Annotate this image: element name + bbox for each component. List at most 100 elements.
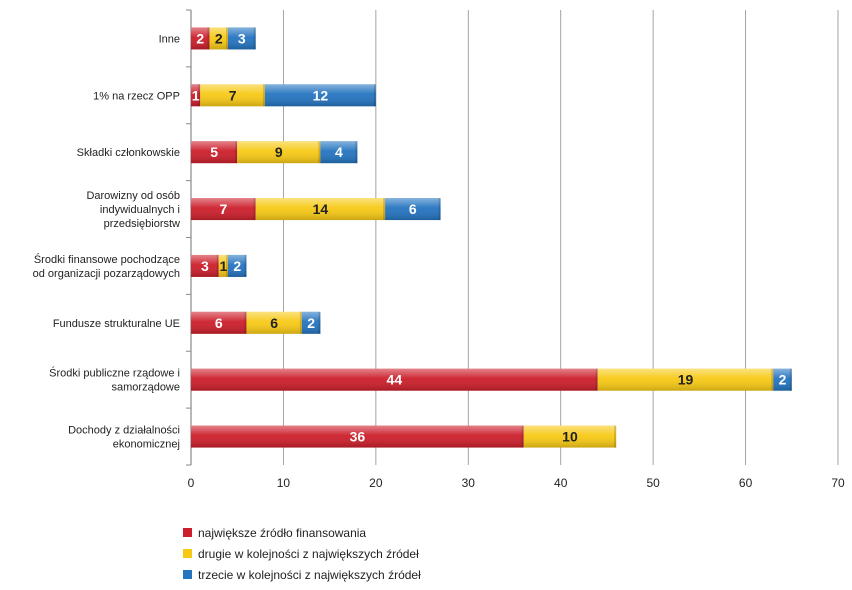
bar-segment: 2 — [209, 27, 228, 50]
value-label: 3 — [201, 258, 209, 274]
bar-edge — [244, 254, 247, 277]
bar-edge — [253, 27, 256, 50]
bar-segment: 9 — [237, 141, 321, 164]
x-tick-label: 60 — [739, 476, 753, 490]
bar-segment: 6 — [385, 198, 441, 221]
value-label: 2 — [196, 30, 204, 46]
x-tick-label: 30 — [462, 476, 476, 490]
bar-segment: 2 — [227, 254, 247, 277]
bar-edge — [521, 425, 524, 448]
bar-shine — [191, 425, 524, 448]
x-tick-label: 50 — [646, 476, 660, 490]
bar-shine — [237, 141, 321, 164]
bar-segment: 2 — [773, 368, 792, 391]
bar-shine — [191, 311, 247, 334]
bar-edge — [438, 198, 441, 221]
bar-shine — [191, 254, 219, 277]
bar-edge — [318, 141, 321, 164]
x-axis-ticks: 0 10 20 30 40 50 60 70 — [188, 476, 845, 490]
value-label: 1 — [219, 258, 227, 274]
category-labels: Inne 1% na rzecz OPP Składki członkowskie D… — [33, 33, 180, 450]
value-label: 12 — [313, 87, 329, 103]
bar-shine — [320, 141, 358, 164]
bar-edge — [614, 425, 617, 448]
x-tick-label: 70 — [831, 476, 845, 490]
bar-segment: 3 — [227, 27, 256, 50]
bar-edge — [216, 254, 219, 277]
bar-shine — [385, 198, 441, 221]
value-label: 1 — [192, 87, 200, 103]
legend-swatch — [183, 528, 192, 537]
bar-shine — [191, 141, 238, 164]
bar-shine — [191, 368, 598, 391]
bar-segment: 36 — [191, 425, 524, 448]
x-tick-label: 10 — [277, 476, 291, 490]
gridlines — [186, 9, 839, 466]
bar-edge — [244, 311, 247, 334]
bar-segment: 19 — [597, 368, 774, 391]
bar-segment: 6 — [191, 311, 247, 334]
category-label: Fundusze strukturalne UE — [53, 318, 180, 330]
x-tick-label: 0 — [188, 476, 195, 490]
bar-shine — [246, 311, 302, 334]
bar-shine — [523, 425, 617, 448]
value-label: 6 — [409, 201, 417, 217]
bar-edge — [383, 198, 386, 221]
bar-edge — [198, 84, 201, 107]
bar-edge — [355, 141, 358, 164]
legend-swatch — [183, 570, 192, 579]
bar-segment: 2 — [191, 27, 210, 50]
x-tick-label: 40 — [554, 476, 568, 490]
legend-item: największe źródło finansowania — [183, 522, 421, 543]
category-label: Składki członkowskie — [77, 147, 180, 159]
bar-segment: 44 — [191, 368, 598, 391]
value-label: 36 — [350, 429, 366, 445]
legend-swatch — [183, 549, 192, 558]
bar-shine — [218, 254, 228, 277]
bar-shine — [191, 84, 201, 107]
bar-segment: 1 — [191, 84, 201, 107]
bar-shine — [227, 254, 247, 277]
bar-shine — [597, 368, 774, 391]
bar-segment: 12 — [264, 84, 376, 107]
value-label: 2 — [233, 258, 241, 274]
value-label: 14 — [313, 201, 329, 217]
value-label: 2 — [307, 315, 315, 331]
bar-shine — [773, 368, 792, 391]
bar-edge — [299, 311, 302, 334]
bar-segment: 2 — [301, 311, 321, 334]
value-label: 2 — [779, 372, 787, 388]
legend-label: największe źródło finansowania — [198, 525, 367, 540]
bar-edge — [373, 84, 376, 107]
bar-segment: 7 — [200, 84, 265, 107]
value-label: 3 — [238, 30, 246, 46]
category-label: 1% na rzecz OPP — [93, 90, 180, 102]
bar-edge — [262, 84, 265, 107]
bar-edge — [253, 198, 256, 221]
bar-edge — [318, 311, 321, 334]
value-label: 10 — [562, 429, 578, 445]
value-label: 2 — [215, 30, 223, 46]
category-label: Darowizny od osób indywidualnych i przedsi… — [86, 190, 180, 230]
bars: 2 2 31 7 125 9 47 14 63 1 26 6 244 19 236 10 — [191, 27, 792, 448]
legend: największe źródło finansowania drugie w k… — [183, 522, 421, 585]
value-label: 7 — [219, 201, 227, 217]
bar-segment: 7 — [191, 198, 256, 221]
bar-shine — [209, 27, 228, 50]
value-label: 4 — [335, 144, 343, 160]
bar-shine — [200, 84, 265, 107]
bar-shine — [191, 198, 256, 221]
legend-label: drugie w kolejności z największych źróde… — [198, 546, 419, 561]
bar-edge — [789, 368, 792, 391]
value-label: 7 — [229, 87, 237, 103]
category-label: Środki finansowe pochodzące od organizacj… — [33, 253, 180, 280]
value-label: 6 — [215, 315, 223, 331]
bar-segment: 14 — [255, 198, 386, 221]
bar-segment: 1 — [218, 254, 228, 277]
bar-segment: 4 — [320, 141, 358, 164]
value-label: 6 — [270, 315, 278, 331]
category-label: Środki publiczne rządowe i samorządowe — [49, 367, 180, 394]
legend-item: drugie w kolejności z największych źróde… — [183, 543, 421, 564]
value-label: 9 — [275, 144, 283, 160]
